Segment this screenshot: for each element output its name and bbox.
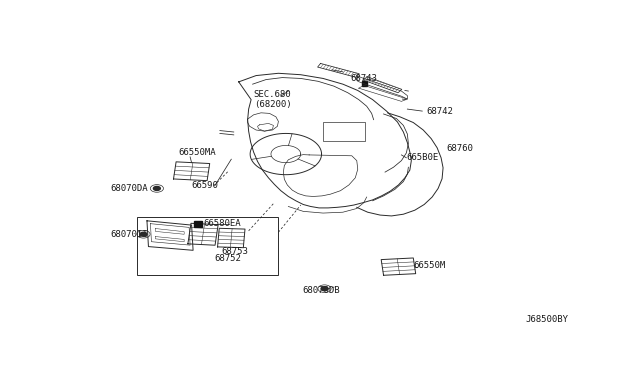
Text: 66590: 66590	[191, 181, 218, 190]
Text: 66550M: 66550M	[413, 261, 445, 270]
Circle shape	[154, 186, 161, 190]
Text: 68070DB: 68070DB	[302, 286, 340, 295]
Text: 68760: 68760	[446, 144, 473, 153]
Polygon shape	[194, 221, 202, 227]
Text: 66550MA: 66550MA	[178, 148, 216, 157]
Text: 68070II: 68070II	[111, 230, 148, 239]
Text: 68753: 68753	[221, 247, 248, 256]
Text: 68743: 68743	[350, 74, 377, 83]
Text: SEC.680
(68200): SEC.680 (68200)	[253, 90, 291, 109]
Bar	[323, 122, 365, 141]
Polygon shape	[362, 81, 367, 86]
Text: 68070DA: 68070DA	[111, 184, 148, 193]
Text: 665B0E: 665B0E	[406, 153, 438, 162]
Text: 68752: 68752	[214, 254, 241, 263]
Text: J68500BY: J68500BY	[525, 315, 568, 324]
Bar	[137, 217, 278, 275]
Text: 66580EA: 66580EA	[203, 219, 241, 228]
Circle shape	[321, 287, 328, 291]
Text: 68742: 68742	[426, 107, 453, 116]
Circle shape	[140, 232, 147, 236]
